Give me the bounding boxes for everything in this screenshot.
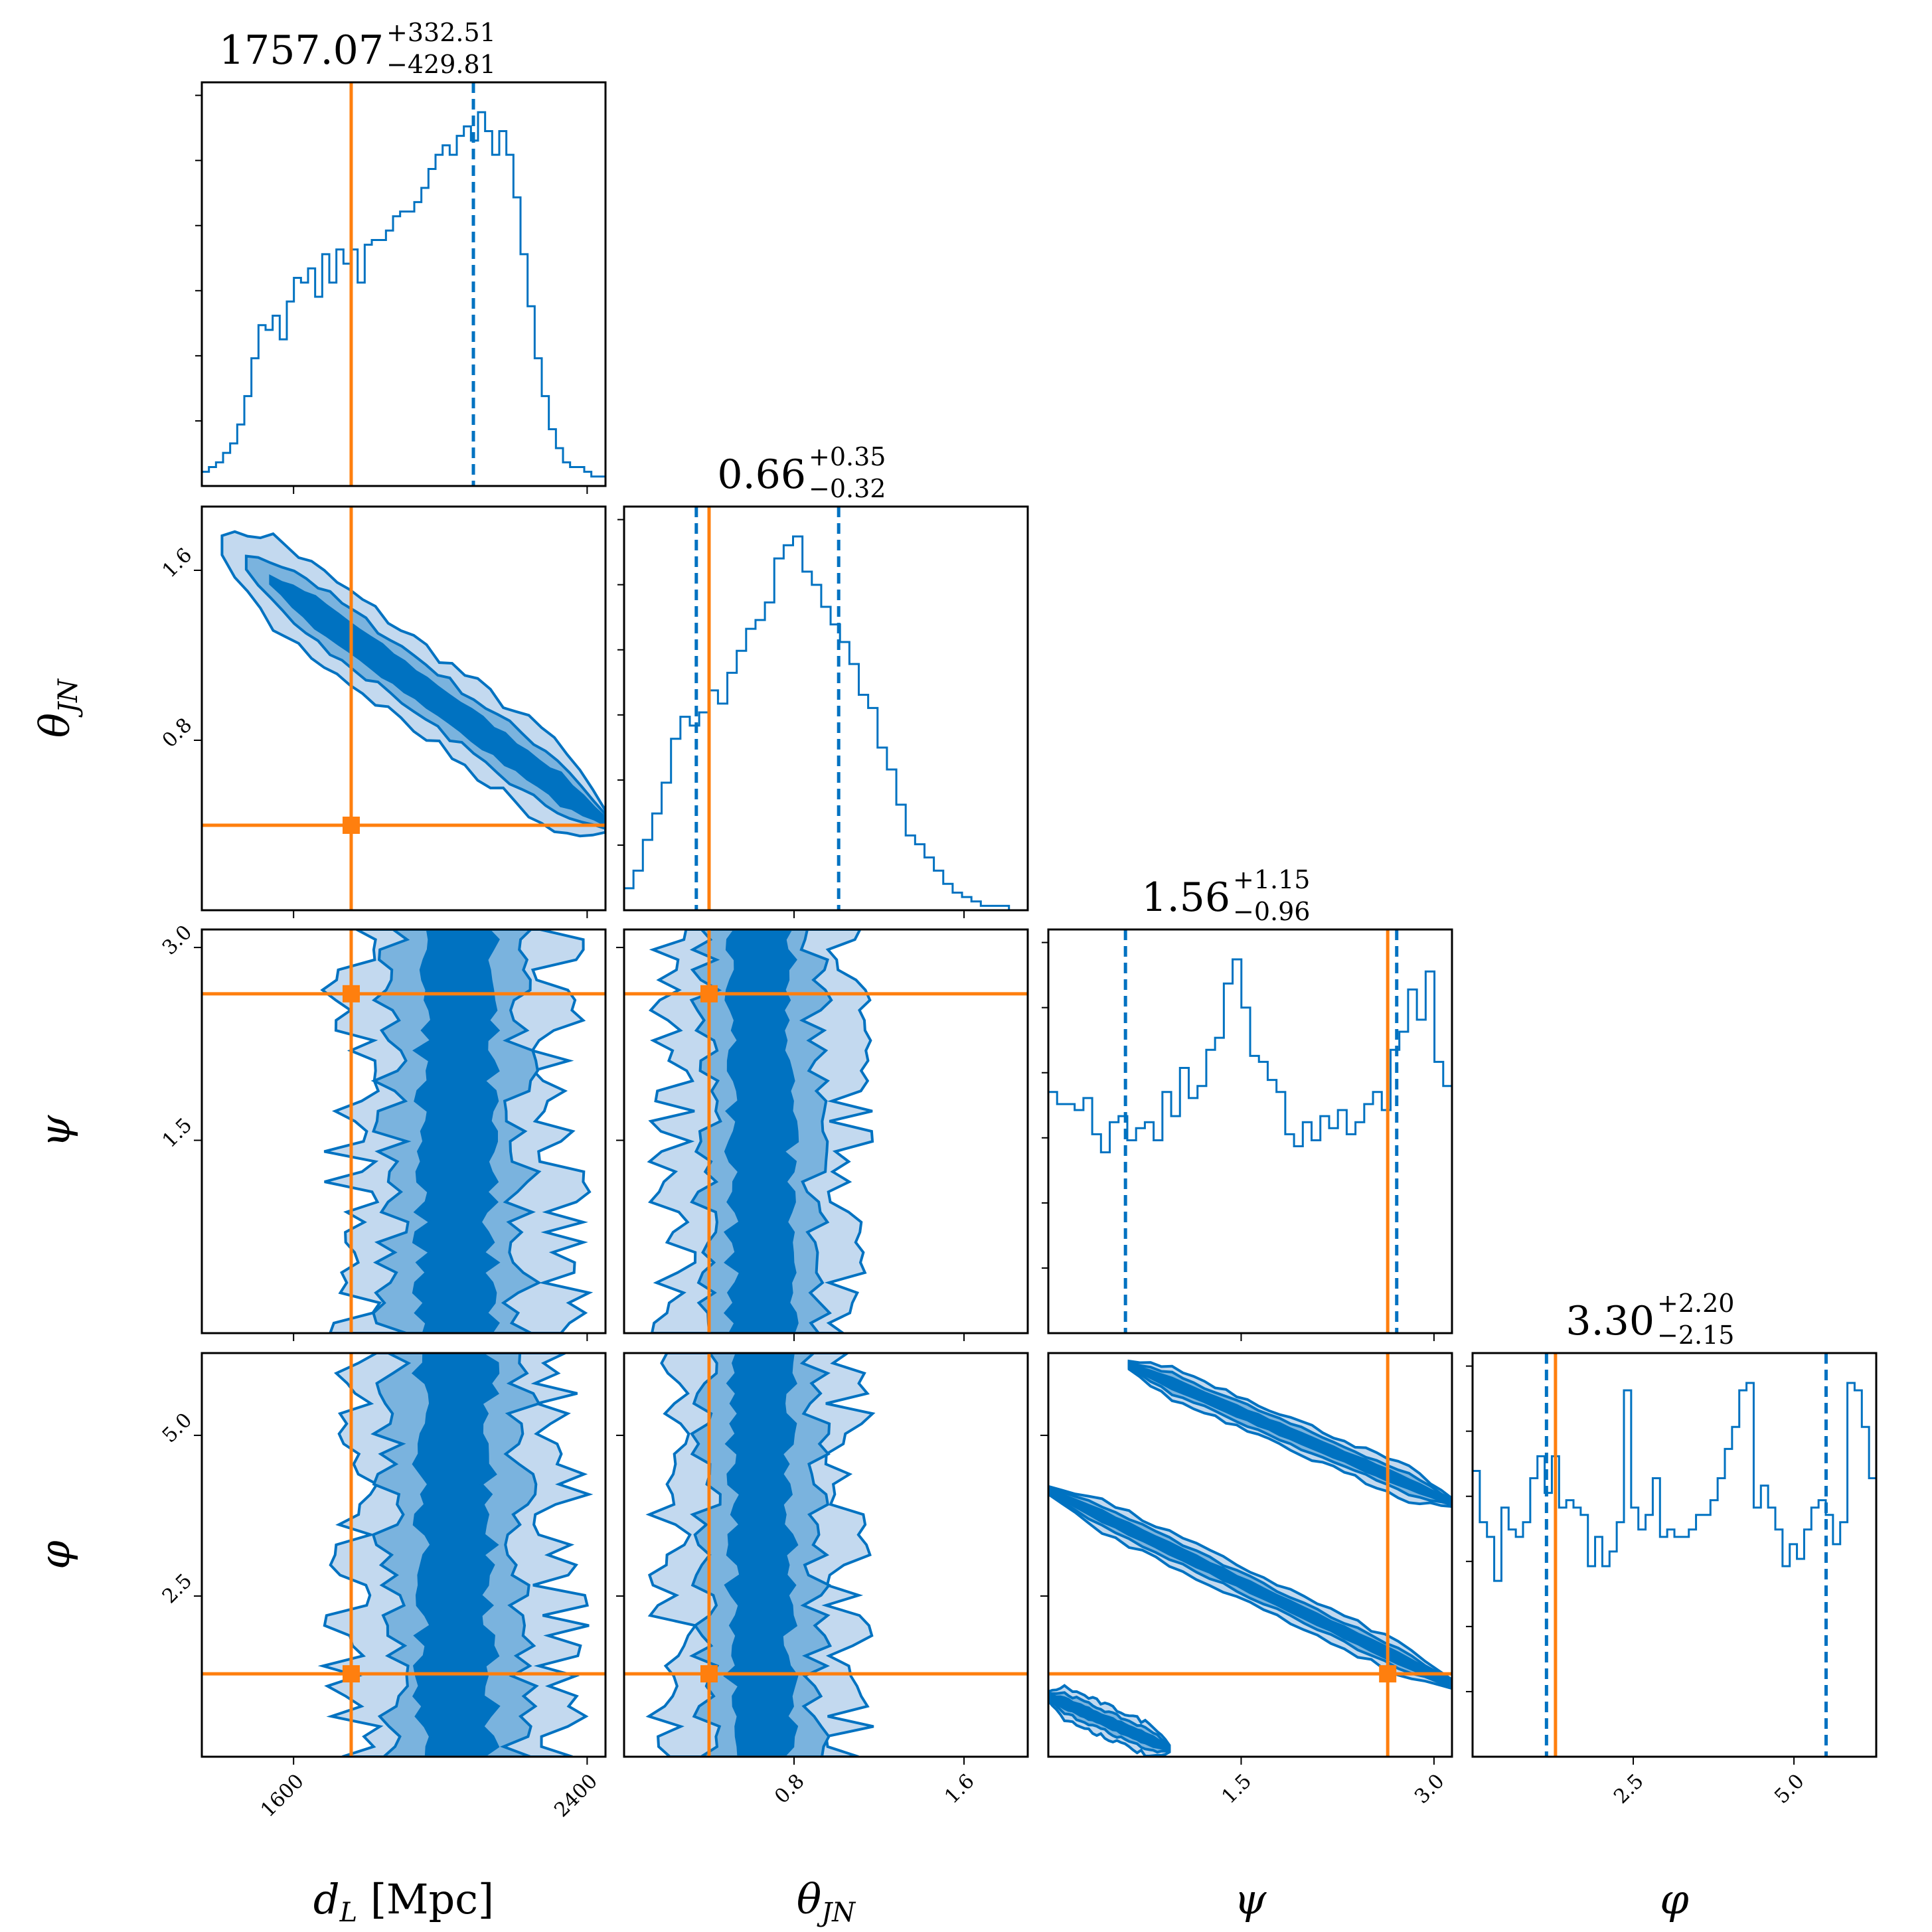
title-minus-phi: −2.15 <box>1657 1321 1734 1350</box>
x-axis-label-thetaJN: θJN <box>797 1875 856 1928</box>
truth-marker <box>700 985 718 1003</box>
x-axis-label-phi: φ <box>1660 1875 1689 1923</box>
x-tick-label-psi: 3.0 <box>1410 1769 1449 1808</box>
panel-frame-phi-hist <box>1471 1352 1878 1758</box>
stripe-contour-2-level-3 <box>1048 1487 1452 1687</box>
title-median-psi: 1.56 <box>1141 874 1230 921</box>
panel-frame-dL-thetaJN <box>201 505 607 912</box>
title-median-thetaJN: 0.66 <box>717 451 806 498</box>
panel-frame-dL-hist <box>201 81 607 487</box>
stripe-contour-1-level-3 <box>1127 1362 1452 1505</box>
y-tick-label-thetaJN: 0.8 <box>158 714 197 752</box>
x-axis-label-psi: ψ <box>1234 1875 1267 1923</box>
panel-frame-thetaJN-psi <box>623 928 1029 1334</box>
y-tick-label-psi: 1.5 <box>158 1113 197 1152</box>
contour-level-3 <box>269 574 605 827</box>
histogram-step-thetaJN <box>624 535 1028 910</box>
density-thetaJN-psi <box>624 929 1028 1333</box>
panel-frame-thetaJN-hist <box>623 505 1029 912</box>
title-minus-psi: −0.96 <box>1233 897 1310 926</box>
x-tick-label-phi: 5.0 <box>1770 1769 1809 1808</box>
truth-marker <box>342 817 360 834</box>
y-tick-label-phi: 2.5 <box>158 1570 197 1608</box>
truth-marker <box>700 1665 718 1683</box>
y-tick-label-thetaJN: 1.6 <box>158 544 197 582</box>
y-axis-label-psi: ψ <box>31 1114 79 1147</box>
histogram-psi <box>1048 929 1452 1333</box>
title-plus-dL: +332.51 <box>386 18 496 47</box>
panel-frame-thetaJN-phi <box>623 1352 1029 1758</box>
title-minus-dL: −429.81 <box>386 50 496 79</box>
stripe-contour-3-level-3 <box>1048 1693 1171 1752</box>
x-tick-label-thetaJN: 0.8 <box>770 1769 809 1808</box>
title-plus-psi: +1.15 <box>1233 865 1310 894</box>
histogram-phi <box>1473 1353 1876 1757</box>
x-tick-label-psi: 1.5 <box>1218 1769 1256 1808</box>
truth-marker <box>1379 1665 1397 1683</box>
title-plus-thetaJN: +0.35 <box>809 442 886 471</box>
x-tick-label-phi: 2.5 <box>1609 1769 1648 1808</box>
panel-frame-psi-hist <box>1047 928 1453 1334</box>
contour-level-3 <box>723 929 799 1333</box>
density-dL-thetaJN <box>202 507 605 910</box>
density-dL-psi <box>202 929 605 1333</box>
histogram-step-dL <box>202 111 605 486</box>
y-tick-label-phi: 5.0 <box>158 1409 197 1447</box>
y-tick-label-psi: 3.0 <box>158 921 197 959</box>
panel-frame-psi-phi <box>1047 1352 1453 1758</box>
histogram-dL <box>202 82 605 486</box>
y-axis-label-thetaJN: θJN <box>31 678 84 738</box>
truth-marker <box>342 985 360 1003</box>
title-median-phi: 3.30 <box>1566 1298 1654 1344</box>
y-axis-label-phi: φ <box>31 1540 79 1570</box>
truth-marker <box>342 1665 360 1683</box>
panel-frame-dL-phi <box>201 1352 607 1758</box>
density-psi-phi <box>1048 1353 1452 1757</box>
histogram-thetaJN <box>624 507 1028 910</box>
x-tick-label-dL: 1600 <box>256 1769 309 1822</box>
histogram-step-psi <box>1048 958 1452 1333</box>
x-axis-label-dL: dL [Mpc] <box>313 1875 494 1928</box>
title-plus-phi: +2.20 <box>1657 1289 1734 1318</box>
title-median-dL: 1757.07 <box>219 27 384 74</box>
x-tick-label-dL: 2400 <box>550 1769 602 1822</box>
title-minus-thetaJN: −0.32 <box>809 474 886 503</box>
histogram-step-phi <box>1473 1382 1876 1757</box>
contour-level-3 <box>412 929 501 1333</box>
contour-level-3 <box>723 1353 799 1757</box>
panels-layer: 1757.07 +332.51−429.810.66 +0.35−0.321.56 +… <box>31 18 1878 1928</box>
panel-frame-dL-psi <box>201 928 607 1334</box>
density-thetaJN-phi <box>624 1353 1028 1757</box>
contour-level-3 <box>411 1353 501 1757</box>
density-dL-phi <box>202 1353 605 1757</box>
x-tick-label-thetaJN: 1.6 <box>940 1769 979 1808</box>
